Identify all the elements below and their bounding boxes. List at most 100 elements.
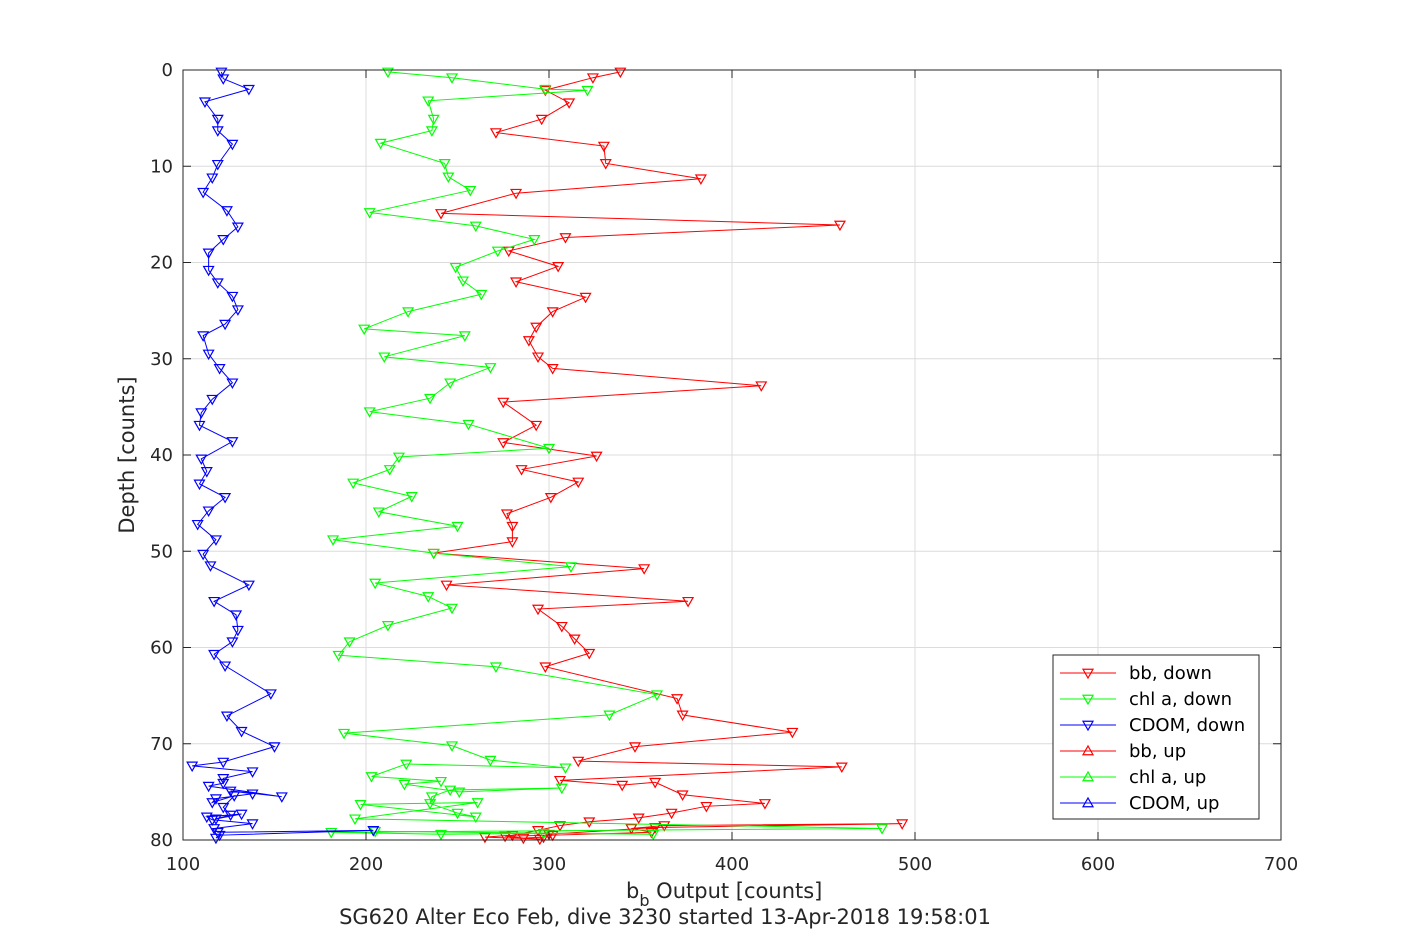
data-point	[213, 364, 226, 375]
data-point	[422, 96, 435, 108]
x-tick-label: 700	[1264, 854, 1298, 875]
data-point	[539, 662, 552, 673]
data-point	[451, 521, 464, 533]
data-point	[539, 84, 552, 96]
series-layer	[186, 67, 909, 846]
x-axis-label-subscript: b	[639, 891, 649, 910]
data-point	[211, 159, 224, 171]
data-point	[896, 819, 909, 830]
data-point	[700, 801, 713, 813]
data-point	[374, 138, 387, 150]
data-point	[583, 648, 596, 660]
data-point	[202, 506, 215, 518]
data-point	[427, 548, 440, 560]
data-point	[347, 478, 360, 490]
x-tick-label: 300	[532, 854, 566, 875]
data-point	[215, 67, 228, 79]
data-point	[231, 625, 244, 637]
data-point	[583, 817, 596, 828]
data-point	[434, 829, 448, 841]
data-point	[833, 220, 847, 232]
data-point	[231, 222, 244, 234]
data-point	[327, 535, 340, 546]
data-point	[211, 278, 224, 289]
data-point	[381, 67, 394, 79]
data-point	[217, 235, 230, 246]
data-point	[559, 763, 572, 775]
data-point	[235, 809, 248, 821]
x-axis-label: bb Output [counts]	[626, 879, 822, 910]
data-point	[427, 114, 440, 126]
data-point	[226, 139, 239, 151]
data-point	[224, 810, 237, 822]
x-tick-label: 200	[349, 854, 383, 875]
data-point	[522, 336, 535, 347]
data-point	[220, 711, 233, 723]
data-point	[219, 493, 232, 504]
data-point	[246, 767, 259, 778]
data-point	[369, 826, 382, 838]
data-point	[599, 159, 612, 170]
legend-entry: chl a, up	[1060, 767, 1206, 788]
x-axis-label-main: b	[626, 879, 639, 903]
data-point	[510, 188, 523, 200]
data-point	[264, 689, 277, 700]
legend-marker	[1081, 668, 1095, 680]
data-point	[616, 780, 629, 792]
data-point	[206, 798, 219, 809]
legend-label: CDOM, down	[1129, 715, 1245, 736]
data-point	[581, 85, 594, 97]
data-point	[193, 420, 206, 432]
data-point	[469, 221, 482, 233]
data-point	[544, 493, 557, 504]
data-point	[444, 785, 457, 797]
data-point	[497, 438, 510, 449]
data-point	[510, 277, 523, 288]
legend-marker	[1081, 720, 1095, 732]
data-point	[400, 759, 413, 771]
data-point	[197, 187, 210, 199]
legend-marker	[1081, 796, 1095, 808]
data-point	[195, 454, 208, 466]
data-point	[489, 128, 502, 139]
data-point	[226, 437, 239, 448]
data-point	[546, 364, 559, 375]
data-point	[564, 562, 577, 573]
data-point	[209, 833, 222, 845]
series-cdom-down	[186, 67, 380, 845]
x-tick-label: 600	[1081, 854, 1115, 875]
data-point	[530, 322, 543, 334]
data-point	[638, 564, 651, 575]
legend-marker	[1081, 770, 1095, 782]
data-point	[398, 779, 411, 791]
data-point	[597, 141, 610, 153]
data-point	[230, 610, 243, 621]
data-point	[200, 812, 213, 824]
data-point	[325, 827, 338, 839]
data-point	[491, 246, 504, 258]
data-point	[440, 580, 453, 592]
x-tick-label: 400	[715, 854, 749, 875]
data-point	[456, 276, 470, 287]
data-point	[537, 828, 550, 840]
y-tick-label: 60	[150, 638, 173, 659]
legend-label: bb, down	[1129, 663, 1212, 684]
data-point	[197, 331, 210, 342]
data-point	[235, 726, 248, 738]
data-point	[425, 792, 438, 803]
data-point	[786, 727, 799, 739]
data-point	[378, 352, 391, 364]
data-point	[211, 114, 224, 126]
data-point	[220, 206, 233, 217]
data-point	[383, 465, 396, 476]
data-point	[226, 637, 239, 648]
y-tick-label: 70	[150, 734, 173, 755]
data-point	[219, 319, 232, 331]
data-point	[449, 262, 462, 274]
data-point	[425, 126, 438, 137]
data-point	[268, 742, 281, 753]
series-chl-a-down	[325, 67, 889, 841]
legend-entry: CDOM, down	[1060, 715, 1245, 736]
data-point	[424, 799, 437, 810]
